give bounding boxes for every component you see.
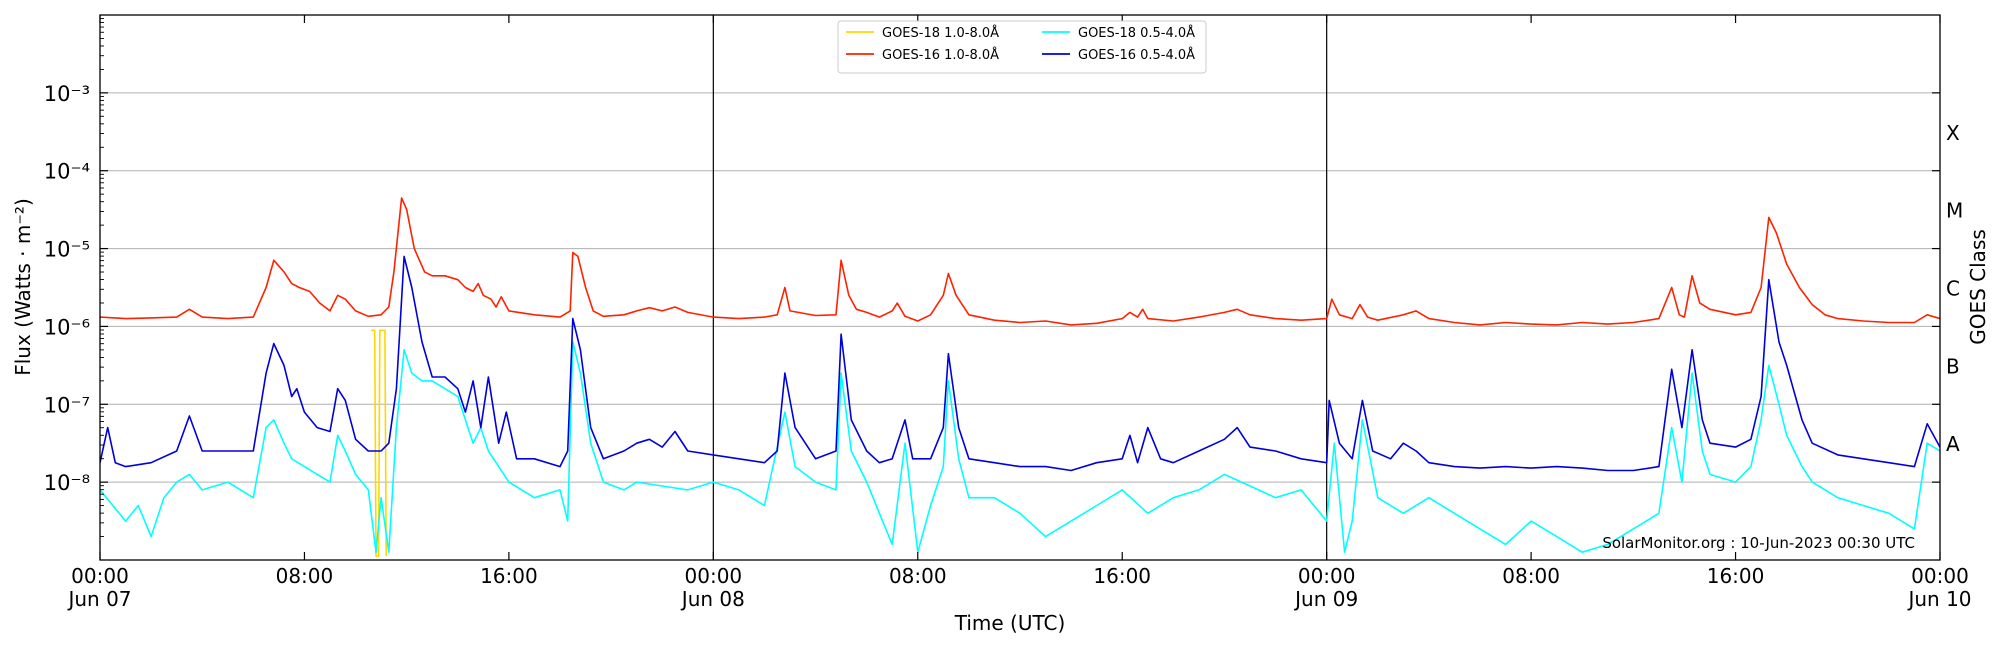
x-tick-label-8: 16:00: [1707, 564, 1765, 588]
goes-class-label-3: M: [1946, 199, 1963, 223]
day-separators: [712, 15, 1328, 560]
y-tick-label-5: 10⁻³: [44, 82, 90, 106]
x-tick-label-3: 00:00: [685, 564, 743, 588]
goes-class-label-2: C: [1946, 277, 1960, 301]
legend-label-2: GOES-18 0.5-4.0Å: [1078, 25, 1195, 41]
legend-label-3: GOES-16 0.5-4.0Å: [1078, 47, 1195, 63]
x-tick-date-6: Jun 09: [1293, 587, 1358, 611]
goes-class-label-0: A: [1946, 432, 1960, 456]
goes-class-label-4: X: [1946, 121, 1960, 145]
y-tick-label-2: 10⁻⁶: [44, 315, 90, 339]
x-tick-date-9: Jun 10: [1906, 587, 1971, 611]
grid-layer: [100, 92, 1940, 483]
y-tick-label-0: 10⁻⁸: [44, 471, 90, 495]
x-tick-label-9: 00:00: [1911, 564, 1969, 588]
x-tick-label-5: 16:00: [1093, 564, 1151, 588]
x-tick-label-1: 08:00: [276, 564, 334, 588]
x-tick-label-7: 08:00: [1502, 564, 1560, 588]
y-axis-right-label: GOES Class: [1966, 229, 1990, 345]
legend-label-0: GOES-18 1.0-8.0Å: [882, 25, 999, 41]
series-line-0: [370, 329, 387, 557]
series-line-2: [100, 341, 1940, 554]
source-annotation: SolarMonitor.org : 10-Jun-2023 00:30 UTC: [1602, 534, 1915, 552]
x-tick-label-0: 00:00: [71, 564, 129, 588]
x-axis-label: Time (UTC): [954, 611, 1066, 635]
y-axis-label: Flux (Watts · m⁻²): [11, 198, 35, 376]
x-tick-label-2: 16:00: [480, 564, 538, 588]
legend-frame: [837, 20, 1207, 74]
y-tick-label-1: 10⁻⁷: [44, 393, 90, 417]
x-tick-label-6: 00:00: [1298, 564, 1356, 588]
series-line-3: [100, 255, 1940, 472]
legend: GOES-18 1.0-8.0Å GOES-16 1.0-8.0Å GOES-18 …: [837, 20, 1207, 74]
series-layer: [100, 197, 1940, 557]
x-tick-label-4: 08:00: [889, 564, 947, 588]
x-tick-date-0: Jun 07: [66, 587, 131, 611]
x-tick-date-3: Jun 08: [680, 587, 745, 611]
series-line-1: [100, 197, 1940, 326]
legend-label-1: GOES-16 1.0-8.0Å: [882, 47, 999, 63]
y-tick-label-3: 10⁻⁵: [44, 238, 90, 262]
plot-frame: [99, 14, 1941, 561]
y-tick-label-4: 10⁻⁴: [44, 160, 90, 184]
goes-class-label-1: B: [1946, 354, 1960, 378]
